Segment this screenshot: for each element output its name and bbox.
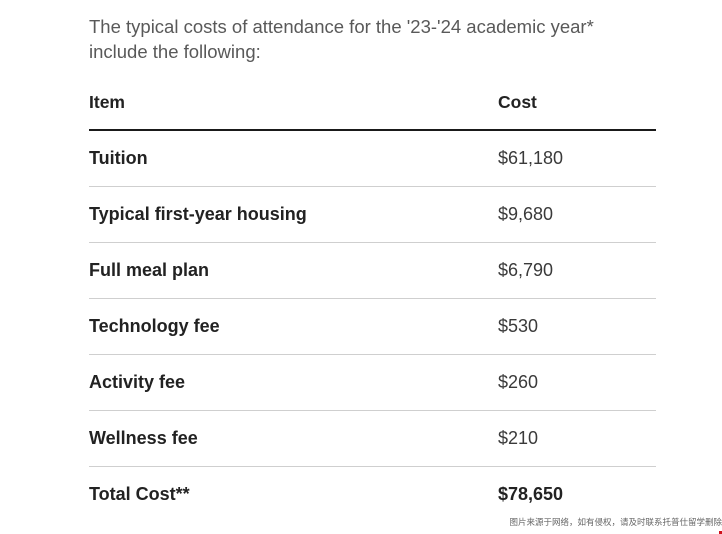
row-cost-value: $210: [498, 410, 656, 467]
row-cost-value: $530: [498, 298, 656, 355]
row-cost-value: $9,680: [498, 186, 656, 243]
row-item-label: Typical first-year housing: [89, 186, 498, 243]
row-item-label: Technology fee: [89, 298, 498, 355]
header-cost: Cost: [498, 82, 656, 131]
row-item-label: Full meal plan: [89, 242, 498, 299]
corner-mark: [719, 531, 722, 534]
row-cost-value: $61,180: [498, 130, 656, 187]
table-row: Tuition $61,180: [89, 130, 656, 187]
table-row: Full meal plan $6,790: [89, 242, 656, 299]
intro-text: The typical costs of attendance for the …: [89, 16, 594, 62]
total-value: $78,650: [498, 483, 564, 504]
table-header-row: Item Cost: [89, 82, 656, 131]
row-item-label: Tuition: [89, 130, 498, 187]
watermark-text: 图片来源于网络，如有侵权，请及时联系托普仕留学删除: [509, 518, 722, 528]
cost-of-attendance-table: Item Cost Tuition $61,180 Typical first-…: [89, 82, 656, 522]
table-row: Typical first-year housing $9,680: [89, 186, 656, 243]
header-item: Item: [89, 82, 498, 131]
row-item-label: Wellness fee: [89, 410, 498, 467]
total-row: Total Cost** $78,650: [89, 466, 656, 522]
table-row: Technology fee $530: [89, 298, 656, 355]
table-row: Wellness fee $210: [89, 410, 656, 467]
row-cost-value: $6,790: [498, 242, 656, 299]
total-label: Total Cost**: [89, 483, 190, 504]
table-row: Activity fee $260: [89, 354, 656, 411]
row-item-label: Activity fee: [89, 354, 498, 411]
row-cost-value: $260: [498, 354, 656, 411]
